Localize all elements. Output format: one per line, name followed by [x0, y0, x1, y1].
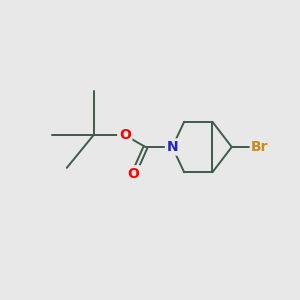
Text: O: O	[119, 128, 131, 142]
Text: Br: Br	[251, 140, 269, 154]
Text: N: N	[167, 140, 178, 154]
Text: O: O	[128, 167, 140, 181]
